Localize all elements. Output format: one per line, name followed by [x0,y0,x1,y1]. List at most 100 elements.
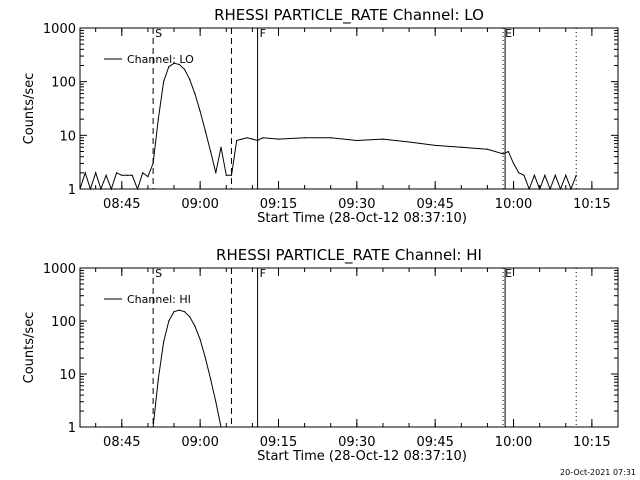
data-point [230,174,233,176]
event-marker-label: F [260,27,266,40]
data-point [486,148,489,150]
y-tick-label: 1 [68,421,76,436]
y-tick-label: 100 [51,76,76,91]
data-point [220,146,222,148]
data-point [110,188,112,190]
data-point [330,137,332,139]
data-point [105,174,107,176]
x-tick-label: 09:45 [416,435,453,450]
data-point [126,174,128,176]
x-axis-label: Start Time (28-Oct-12 08:37:10) [257,211,467,226]
y-tick-label: 1000 [43,22,76,37]
x-tick-label: 08:45 [103,197,140,212]
x-tick-label: 10:00 [495,435,532,450]
data-point [199,338,201,340]
data-point [382,138,384,140]
x-tick-label: 10:15 [573,197,610,212]
data-point [549,188,551,190]
plot-frame [79,267,619,428]
data-point [152,426,154,428]
plot-frame [79,27,619,190]
data-point [434,144,436,146]
y-axis-label: Counts/sec [22,312,37,384]
x-tick-label: 10:15 [573,435,610,450]
y-tick-label: 10 [59,368,76,383]
data-point [152,162,154,164]
data-point [189,78,191,81]
data-point [194,92,196,95]
data-point [559,188,562,190]
data-point [115,172,118,174]
data-point [523,174,525,176]
y-tick-label: 1000 [43,262,76,277]
data-point [157,118,159,120]
series-line [152,309,222,428]
data-point [194,325,196,327]
data-point [84,172,86,174]
x-tick-label: 09:00 [181,197,218,212]
data-point [131,174,133,176]
x-tick-label: 09:15 [260,197,297,212]
data-point [356,139,358,142]
data-point [209,150,212,153]
data-point [570,188,572,190]
y-axis-label: Counts/sec [22,73,37,145]
data-point [178,63,180,65]
data-point [142,172,144,174]
data-point [507,150,509,153]
data-point [502,153,504,155]
data-point [236,139,238,142]
data-point [539,188,541,190]
data-point [533,174,536,176]
x-tick-label: 09:00 [181,435,218,450]
data-point [178,309,180,311]
data-point [168,320,170,322]
data-point [173,311,175,313]
data-point [173,62,175,64]
event-marker-label: S [155,267,162,280]
chart-title: RHESSI PARTICLE_RATE Channel: LO [214,6,484,25]
event-marker-label: E [505,27,512,40]
data-point [304,137,306,139]
data-point [168,66,170,68]
legend-label: Channel: HI [127,293,191,306]
data-point [554,174,556,176]
data-point [162,81,165,83]
y-tick-label: 100 [51,315,76,330]
data-point [204,357,206,359]
data-point [204,130,206,132]
data-point [215,401,217,403]
data-point [251,138,253,140]
data-point [241,138,243,140]
event-marker-label: E [505,267,512,280]
x-tick-label: 09:30 [338,197,375,212]
legend-label: Channel: LO [127,53,194,66]
data-point [277,138,280,140]
data-point [189,316,191,318]
series-line [79,62,577,191]
x-axis-label: Start Time (28-Oct-12 08:37:10) [257,449,467,464]
data-point [121,174,123,176]
data-point [460,146,462,148]
x-tick-label: 10:00 [495,197,532,212]
data-point [262,137,264,139]
event-marker-label: S [155,27,162,40]
data-point [136,188,139,190]
x-tick-label: 09:45 [416,197,453,212]
data-point [157,378,159,380]
chart-title: RHESSI PARTICLE_RATE Channel: HI [216,246,482,265]
data-point [79,188,81,190]
data-point [199,110,201,112]
data-point [256,139,259,142]
data-point [528,188,530,190]
data-point [575,174,577,176]
x-tick-label: 09:15 [260,435,297,450]
data-point [89,188,92,190]
data-point [220,426,222,428]
data-point [95,172,97,174]
data-point [100,188,102,190]
y-tick-label: 10 [59,129,76,144]
data-point [246,137,248,139]
y-tick-label: 1 [68,183,76,198]
